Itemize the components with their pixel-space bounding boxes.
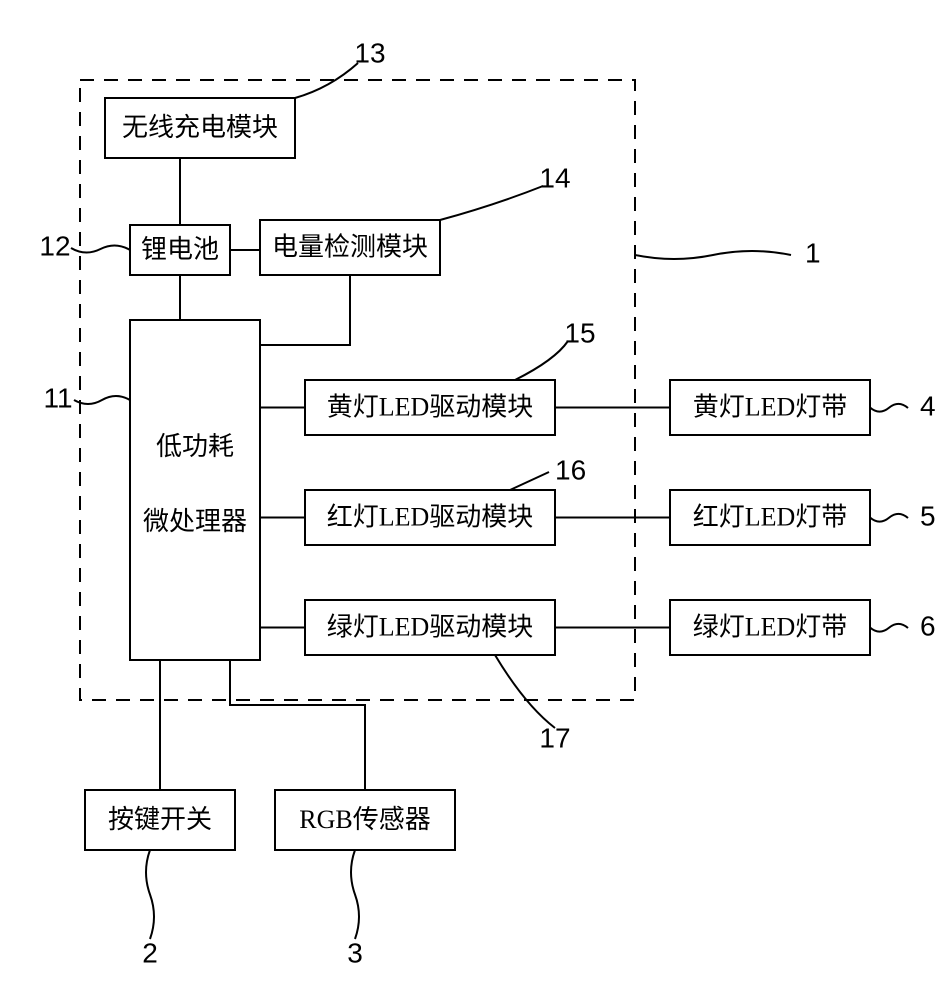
svg-text:RGB传感器: RGB传感器 [299, 805, 430, 834]
ref-6: 6 [920, 610, 936, 641]
svg-text:绿灯LED灯带: 绿灯LED灯带 [693, 612, 848, 641]
svg-text:锂电池: 锂电池 [141, 235, 219, 264]
svg-text:红灯LED灯带: 红灯LED灯带 [693, 502, 848, 531]
svg-text:黄灯LED灯带: 黄灯LED灯带 [693, 392, 848, 421]
ref-4: 4 [920, 390, 936, 421]
ref-1: 1 [805, 237, 821, 268]
ref-17: 17 [539, 722, 570, 753]
ref-14: 14 [539, 162, 570, 193]
ref-2: 2 [142, 937, 158, 968]
ref-13: 13 [354, 37, 385, 68]
svg-text:黄灯LED驱动模块: 黄灯LED驱动模块 [327, 392, 534, 421]
svg-text:无线充电模块: 无线充电模块 [122, 113, 278, 142]
svg-text:电量检测模块: 电量检测模块 [272, 232, 428, 261]
ref-15: 15 [564, 317, 595, 348]
ref-11: 11 [43, 382, 72, 413]
ref-3: 3 [347, 937, 363, 968]
svg-text:按键开关: 按键开关 [108, 805, 212, 834]
ref-12: 12 [39, 230, 70, 261]
ref-16: 16 [555, 454, 586, 485]
svg-text:绿灯LED驱动模块: 绿灯LED驱动模块 [327, 612, 534, 641]
ref-5: 5 [920, 500, 936, 531]
block-mcu [130, 320, 260, 660]
svg-text:低功耗: 低功耗 [156, 432, 234, 461]
svg-text:红灯LED驱动模块: 红灯LED驱动模块 [327, 502, 534, 531]
svg-text:微处理器: 微处理器 [143, 507, 247, 536]
